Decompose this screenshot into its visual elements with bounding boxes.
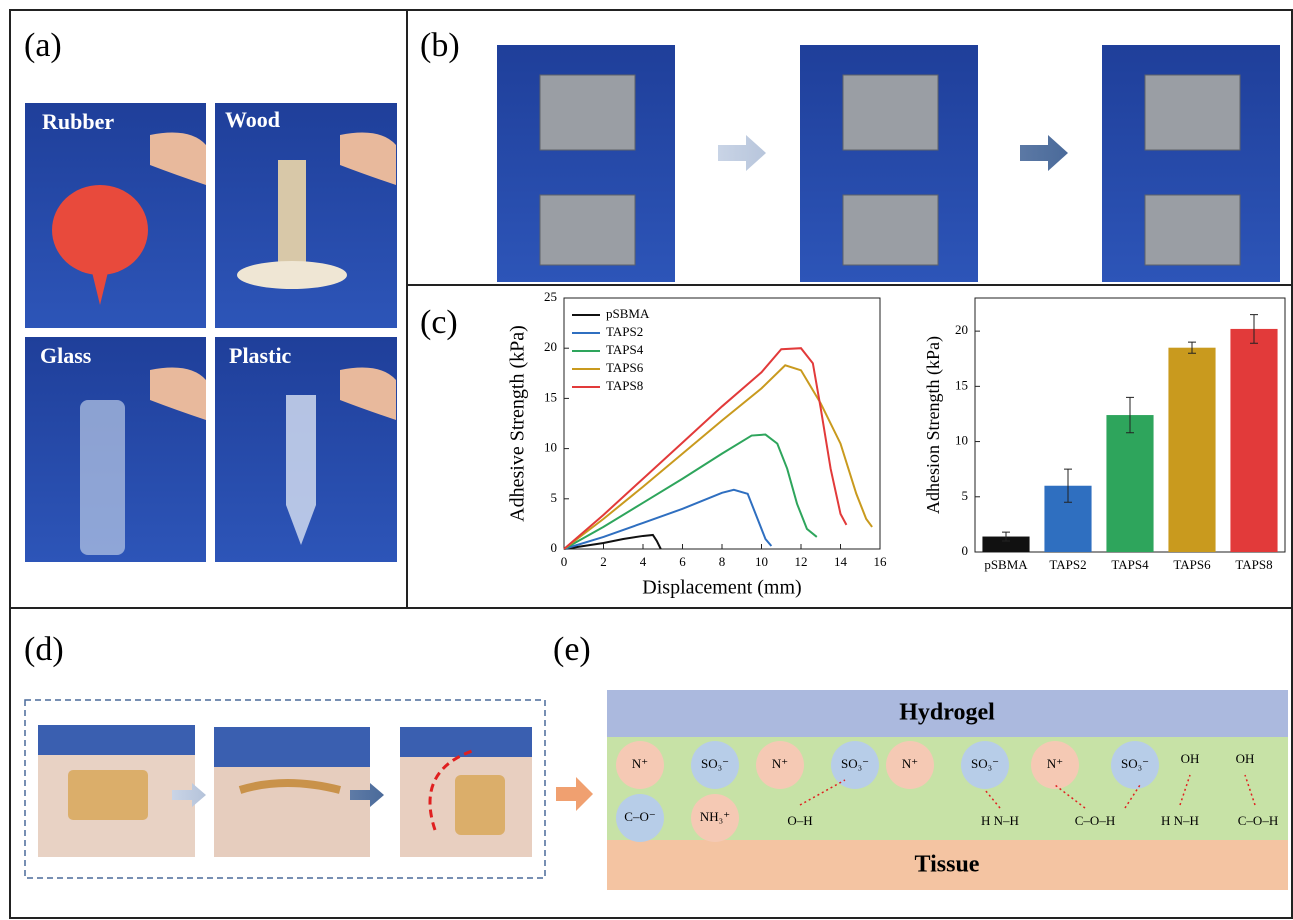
y-tick-label: 25 [544,289,557,304]
x-tick-label: 6 [679,554,686,569]
legend-label: TAPS2 [606,324,643,339]
x-tick-label: 8 [719,554,726,569]
legend-label: pSBMA [606,306,650,321]
y-tick-label: 20 [544,339,557,354]
bar [1168,348,1215,552]
group-label: SO₃⁻ [701,756,729,771]
layer-label: Hydrogel [899,700,995,726]
line [564,435,817,549]
panel-label: (d) [24,631,64,668]
group-label: N⁺ [632,756,648,771]
y-tick-label: 15 [544,389,557,404]
x-tick-label: 12 [795,554,808,569]
bar [1106,415,1153,552]
legend-label: TAPS8 [606,378,643,393]
group-label: N⁺ [1047,756,1063,771]
group-label: O–H [787,813,812,828]
y-tick-label: 0 [962,543,969,558]
y-tick-label: 5 [962,488,969,503]
x-tick-label: 4 [640,554,647,569]
x-tick-label: TAPS8 [1235,557,1272,572]
y-axis-label: Adhesive Strength (kPa) [507,325,529,522]
group-label: C–O⁻ [624,809,655,824]
group-label: SO₃⁻ [1121,756,1149,771]
photos-d [25,700,593,878]
group-label: OH [1236,751,1255,766]
x-tick-label: 16 [874,554,888,569]
group-label: C–O–H [1075,813,1115,828]
group-label: NH₃⁺ [700,809,730,824]
group-label: N⁺ [772,756,788,771]
legend-label: TAPS4 [606,342,644,357]
x-axis-label: Displacement (mm) [642,577,801,599]
photos-b [497,45,1280,282]
x-tick-label: TAPS2 [1049,557,1086,572]
group-label: SO₃⁻ [971,756,999,771]
x-tick-label: 14 [834,554,848,569]
y-tick-label: 15 [955,377,968,392]
bar [1230,329,1277,552]
y-tick-label: 0 [551,540,558,555]
y-tick-label: 5 [551,490,558,505]
y-tick-label: 10 [955,433,968,448]
photo-label: Wood [225,107,280,132]
layer-label: Tissue [915,852,980,878]
x-tick-label: 2 [600,554,607,569]
y-tick-label: 20 [955,322,968,337]
panel-label: (e) [553,631,591,668]
photo-label: Glass [40,343,92,368]
group-label: OH [1181,751,1200,766]
group-label: C–O–H [1238,813,1278,828]
line [564,490,771,549]
group-label: N⁺ [902,756,918,771]
photos-a [25,103,397,562]
y-tick-label: 10 [544,440,557,455]
panel-label: (b) [420,27,460,64]
page: {"panels": {"a": "(a)", "b": "(b)", "c":… [0,0,1293,920]
x-tick-label: TAPS6 [1173,557,1211,572]
x-tick-label: 10 [755,554,768,569]
photo-label: Plastic [229,343,292,368]
x-tick-label: 0 [561,554,568,569]
panel-label: (a) [24,27,62,64]
group-label: SO₃⁻ [841,756,869,771]
x-tick-label: pSBMA [984,557,1028,572]
photo-label: Rubber [42,109,114,134]
legend-label: TAPS6 [606,360,644,375]
y-axis-label: Adhesion Strength (kPa) [923,336,944,514]
group-label: H N–H [981,813,1019,828]
panel-label: (c) [420,304,458,341]
group-label: H N–H [1161,813,1199,828]
x-tick-label: TAPS4 [1111,557,1149,572]
figure: (a) (b) (c) (d) (e) Rubber Wood Glass Pl… [0,0,1293,920]
